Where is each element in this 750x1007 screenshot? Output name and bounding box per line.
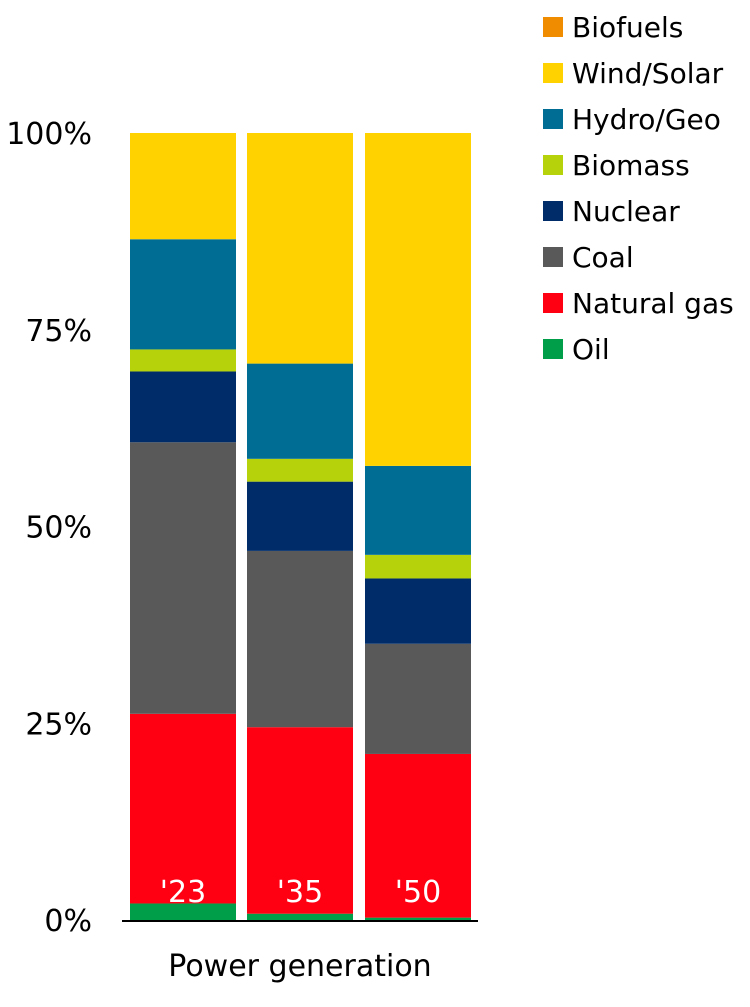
bar-segment-hydro-geo xyxy=(247,363,353,459)
bar-segment-oil xyxy=(365,917,471,920)
bar-segment-oil xyxy=(247,913,353,920)
bar-segment-coal xyxy=(365,643,471,754)
category-label: '23 xyxy=(160,875,206,910)
legend-label: Biomass xyxy=(572,149,690,182)
legend-swatch xyxy=(543,63,563,83)
y-tick-label: 0% xyxy=(44,904,92,939)
legend-item: Oil xyxy=(543,333,610,366)
category-label: '50 xyxy=(395,875,441,910)
bar-segment-biomass xyxy=(130,349,236,372)
bar-segment-oil xyxy=(130,903,236,920)
legend-item: Biomass xyxy=(543,149,690,182)
bars xyxy=(130,133,471,920)
legend-label: Oil xyxy=(572,333,610,366)
bar-segment-nuclear xyxy=(247,481,353,551)
bar-segment-coal xyxy=(247,550,353,728)
bar-segment-natural-gas xyxy=(247,727,353,914)
bar-segment-natural-gas xyxy=(365,753,471,918)
y-axis-ticks: 0% 25% 50% 75% 100% xyxy=(6,117,92,939)
bar-segment-hydro-geo xyxy=(365,465,471,555)
bar-segment-biomass xyxy=(365,554,471,579)
bar-segment-wind-solar xyxy=(130,133,236,240)
legend-swatch xyxy=(543,155,563,175)
y-tick-label: 50% xyxy=(25,511,92,546)
legend-swatch xyxy=(543,293,563,313)
legend-swatch xyxy=(543,201,563,221)
bar-segment-nuclear xyxy=(130,371,236,443)
legend-swatch xyxy=(543,17,563,37)
legend-swatch xyxy=(543,247,563,267)
bar-segment-wind-solar xyxy=(365,133,471,466)
category-label: '35 xyxy=(277,875,323,910)
bar-segment-wind-solar xyxy=(247,133,353,364)
x-axis-title: Power generation xyxy=(168,949,431,984)
legend-item: Coal xyxy=(543,241,634,274)
y-tick-label: 100% xyxy=(6,117,92,152)
y-tick-label: 25% xyxy=(25,707,92,742)
legend-item: Natural gas xyxy=(543,287,734,320)
legend-label: Nuclear xyxy=(572,195,680,228)
bar-segment-nuclear xyxy=(365,578,471,644)
legend-item: Hydro/Geo xyxy=(543,103,721,136)
bar-segment-coal xyxy=(130,442,236,714)
legend-label: Biofuels xyxy=(572,11,683,44)
legend-label: Wind/Solar xyxy=(572,57,724,90)
legend-label: Coal xyxy=(572,241,634,274)
legend-label: Natural gas xyxy=(572,287,734,320)
bar-segment-biomass xyxy=(247,458,353,482)
legend-swatch xyxy=(543,109,563,129)
bar-segment-hydro-geo xyxy=(130,239,236,350)
legend-item: Biofuels xyxy=(543,11,683,44)
bar-segment-natural-gas xyxy=(130,713,236,904)
category-labels: '23 '35 '50 xyxy=(160,875,441,910)
y-tick-label: 75% xyxy=(25,314,92,349)
legend-swatch xyxy=(543,339,563,359)
legend-label: Hydro/Geo xyxy=(572,103,721,136)
legend: Biofuels Wind/Solar Hydro/Geo Biomass Nuclea… xyxy=(543,11,734,366)
legend-item: Nuclear xyxy=(543,195,680,228)
legend-item: Wind/Solar xyxy=(543,57,724,90)
